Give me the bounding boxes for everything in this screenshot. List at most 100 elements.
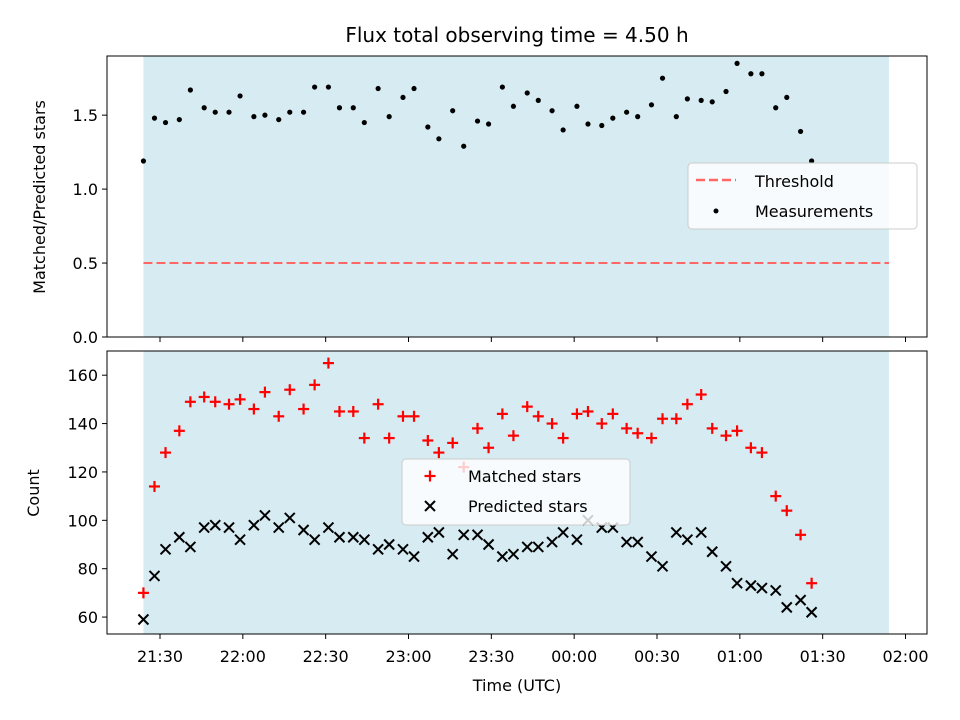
measurement-point	[350, 105, 356, 111]
measurement-point	[425, 124, 431, 130]
measurement-point	[262, 112, 268, 118]
matched-star-point	[571, 408, 583, 420]
matched-star-point	[546, 418, 558, 430]
matched-star-point	[706, 422, 718, 434]
measurement-point	[599, 122, 605, 129]
predicted-star-point	[148, 570, 161, 582]
matched-star-point	[184, 396, 196, 408]
measurement-point	[510, 103, 517, 109]
predicted-star-point	[770, 584, 782, 597]
matched-legend-label: Matched stars	[468, 467, 581, 486]
measurement-point	[212, 109, 218, 115]
x-tick-label: 23:30	[468, 647, 514, 666]
measurement-point	[585, 121, 591, 127]
measurement-point	[797, 128, 804, 135]
predicted-star-point	[322, 521, 335, 534]
matched-star-point	[507, 430, 519, 442]
matched-star-point	[557, 432, 569, 444]
predicted-star-point	[248, 519, 260, 531]
x-tick-label: 22:30	[303, 647, 349, 666]
matched-star-point	[596, 418, 608, 430]
bottom-x-axis-ticks: 21:30 22:00 22:30 23:00 23:30 00:00 00:30 01:00…	[137, 634, 929, 666]
bottom-y-tick-label: 140	[67, 415, 98, 434]
bottom-y-axis-label: Count	[24, 469, 43, 517]
measurement-point	[411, 85, 417, 92]
measurement-point	[560, 127, 566, 133]
predicted-star-point	[446, 548, 459, 560]
measurement-point	[336, 105, 343, 111]
matched-star-point	[422, 434, 434, 446]
predicted-star-point	[397, 543, 409, 556]
matched-star-point	[347, 405, 359, 417]
matched-star-point	[322, 357, 334, 369]
counts-panel: 60 80 100 120 140 160 21:30 22:00 22:30 23:00 23:…	[24, 350, 929, 695]
predicted-star-point	[173, 531, 186, 543]
predicted-star-point	[234, 533, 246, 546]
matched-star-point	[137, 587, 149, 599]
matched-star-point	[496, 408, 508, 420]
predicted-star-point	[383, 538, 395, 551]
matched-star-point	[358, 432, 370, 444]
measurement-point	[723, 88, 729, 95]
matched-star-point	[383, 432, 395, 444]
chart-title: Flux total observing time = 4.50 h	[345, 23, 688, 47]
ratio-panel: 0.0 0.5 1.0 1.5 Matched/Predicted stars Thr…	[30, 55, 928, 347]
matched-star-point	[607, 408, 619, 420]
matched-star-point	[433, 447, 445, 459]
matched-star-point	[148, 480, 160, 492]
predicted-star-point	[308, 533, 321, 546]
top-y-tick-label: 1.5	[73, 106, 98, 125]
predicted-star-point	[372, 543, 384, 556]
measurements-legend-label: Measurements	[755, 202, 873, 221]
bottom-y-tick-label: 120	[67, 463, 98, 482]
x-tick-label: 01:00	[717, 647, 763, 666]
measurement-point	[610, 115, 616, 121]
top-axes-frame	[106, 55, 928, 338]
measurement-point	[312, 84, 318, 90]
matched-star-point	[582, 405, 594, 417]
predicted-star-point	[422, 531, 434, 543]
bottom-legend-box	[401, 458, 631, 526]
matched-star-point	[397, 410, 409, 422]
matched-star-point	[781, 505, 793, 517]
matched-legend-swatch	[424, 470, 436, 482]
predicted-star-point	[223, 521, 235, 534]
predicted-star-point	[731, 577, 743, 589]
x-axis-label: Time (UTC)	[472, 676, 561, 695]
x-tick-label: 23:00	[385, 647, 431, 666]
measurement-point	[734, 60, 740, 66]
measurement-point	[325, 84, 332, 90]
measurement-point	[499, 84, 505, 90]
matched-star-point	[223, 398, 235, 410]
matched-star-point	[745, 442, 757, 454]
measurement-point	[386, 114, 392, 120]
predicted-star-point	[347, 531, 359, 543]
threshold-legend-label: Threshold	[754, 172, 834, 191]
predicted-star-point	[521, 541, 533, 553]
measurement-point	[574, 103, 580, 109]
matched-star-point	[160, 447, 172, 459]
matched-star-point	[298, 403, 310, 415]
matched-star-point	[681, 398, 693, 410]
predicted-star-point	[507, 548, 520, 560]
measurement-point	[698, 97, 704, 103]
predicted-star-point	[482, 538, 495, 551]
measurement-point	[300, 109, 307, 115]
predicted-star-point	[532, 541, 544, 553]
measurement-point	[251, 114, 257, 120]
matched-star-point	[621, 422, 633, 434]
predicted-star-point	[259, 509, 271, 522]
top-y-tick-label: 0.5	[73, 254, 98, 273]
bottom-y-axis-ticks: 60 80 100 120 140 160	[67, 366, 107, 627]
predicted-star-point	[631, 536, 644, 548]
predicted-star-point	[745, 579, 757, 592]
matched-star-point	[234, 393, 246, 405]
matched-star-point	[795, 529, 807, 541]
measurement-point	[535, 97, 541, 103]
predicted-star-point	[159, 543, 172, 556]
predicted-star-point	[620, 536, 633, 548]
predicted-star-point	[297, 524, 310, 536]
matched-star-point	[209, 396, 221, 408]
matched-star-points	[137, 357, 818, 599]
matched-star-point	[657, 413, 669, 425]
